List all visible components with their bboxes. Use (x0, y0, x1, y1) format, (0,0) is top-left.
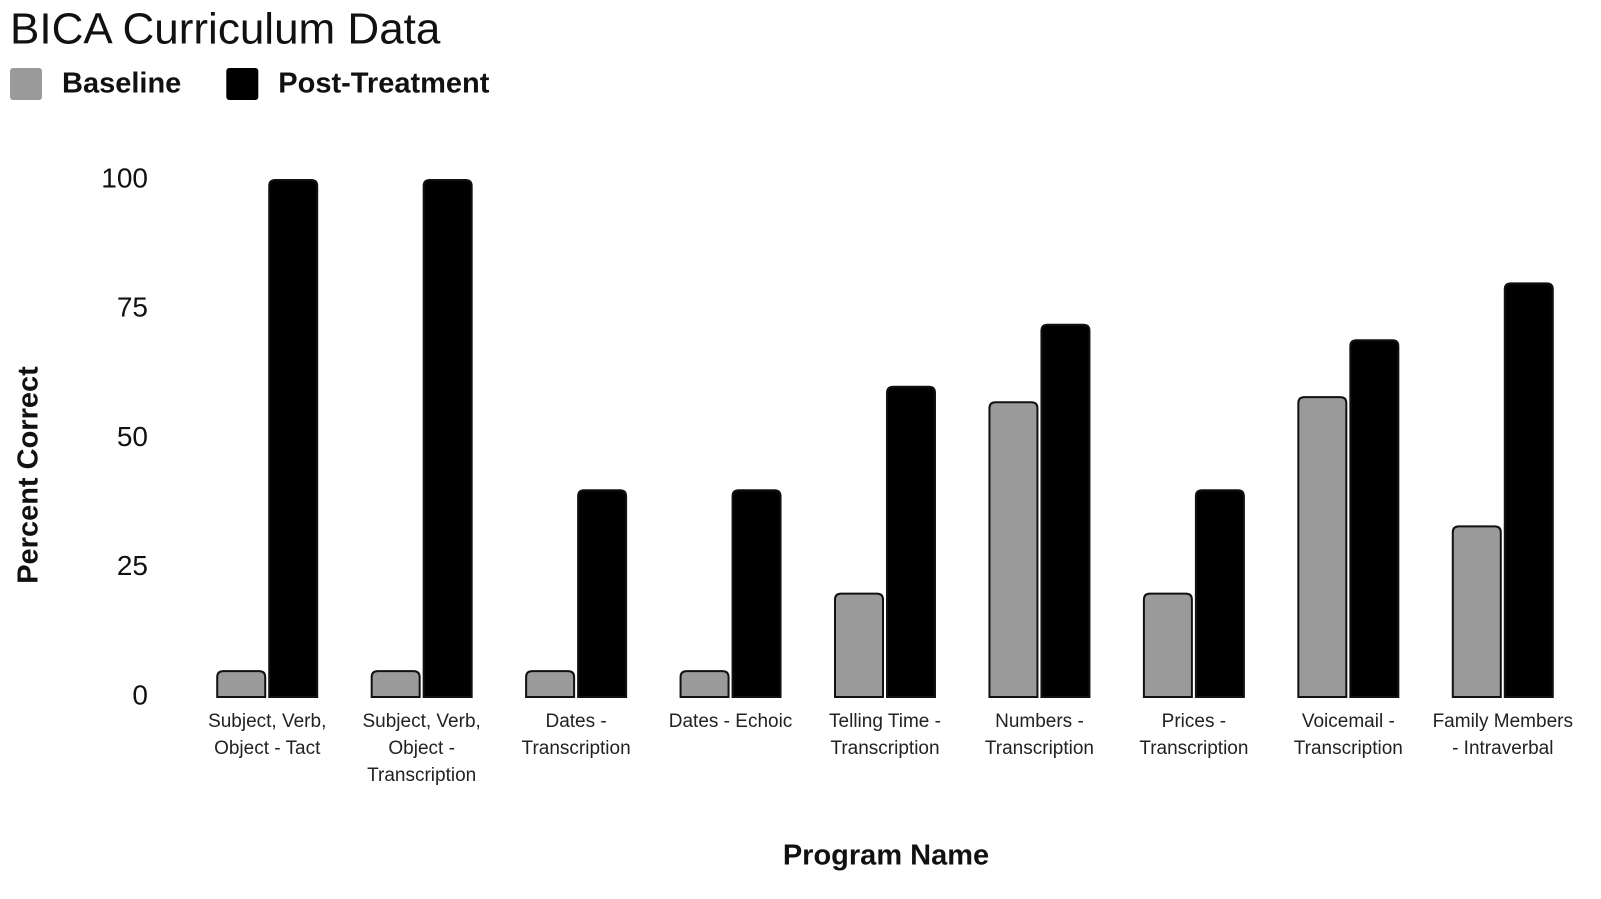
bar (988, 401, 1039, 698)
bar (216, 670, 267, 698)
bar (577, 489, 628, 698)
bar (525, 670, 576, 698)
legend-label: Post-Treatment (278, 68, 489, 100)
bar (731, 489, 782, 698)
x-tick-label: Dates - Echoic (668, 711, 793, 732)
legend-label: Baseline (62, 68, 181, 100)
bar (1349, 339, 1400, 698)
bar (1040, 323, 1091, 698)
y-axis-title: Percent Correct (13, 366, 45, 584)
y-tick-label: 75 (117, 292, 148, 323)
x-tick-label: Dates - Transcription (521, 711, 631, 759)
x-tick-label: Voicemail - Transcription (1293, 711, 1403, 759)
y-tick-label: 100 (101, 162, 148, 193)
bar (1503, 282, 1554, 698)
bar (422, 179, 473, 698)
bar (1451, 525, 1502, 698)
bar (1194, 489, 1245, 698)
y-tick-label: 25 (117, 550, 148, 581)
y-tick-label: 0 (132, 679, 148, 710)
bar (834, 592, 884, 698)
x-axis-title: Program Name (783, 840, 989, 872)
x-tick-label: Prices - Transcription (1139, 711, 1249, 759)
legend-swatch (226, 68, 259, 100)
bar (886, 385, 936, 698)
x-tick-label: Telling Time - Transcription (829, 711, 941, 759)
chart-title: BICA Curriculum Data (10, 5, 441, 54)
bar (1297, 396, 1348, 698)
x-tick-label: Numbers - Transcription (984, 711, 1094, 759)
bar (1142, 592, 1193, 698)
x-tick-label: Subject, Verb, Object - Tact (208, 711, 327, 759)
legend-swatch (10, 68, 42, 100)
x-tick-label: Family Members - Intraverbal (1432, 711, 1573, 759)
y-tick-label: 50 (117, 421, 148, 452)
bar (679, 670, 730, 698)
x-tick-label: Subject, Verb, Object - Transcription (362, 711, 481, 786)
bar (268, 179, 319, 698)
bar (370, 670, 421, 698)
